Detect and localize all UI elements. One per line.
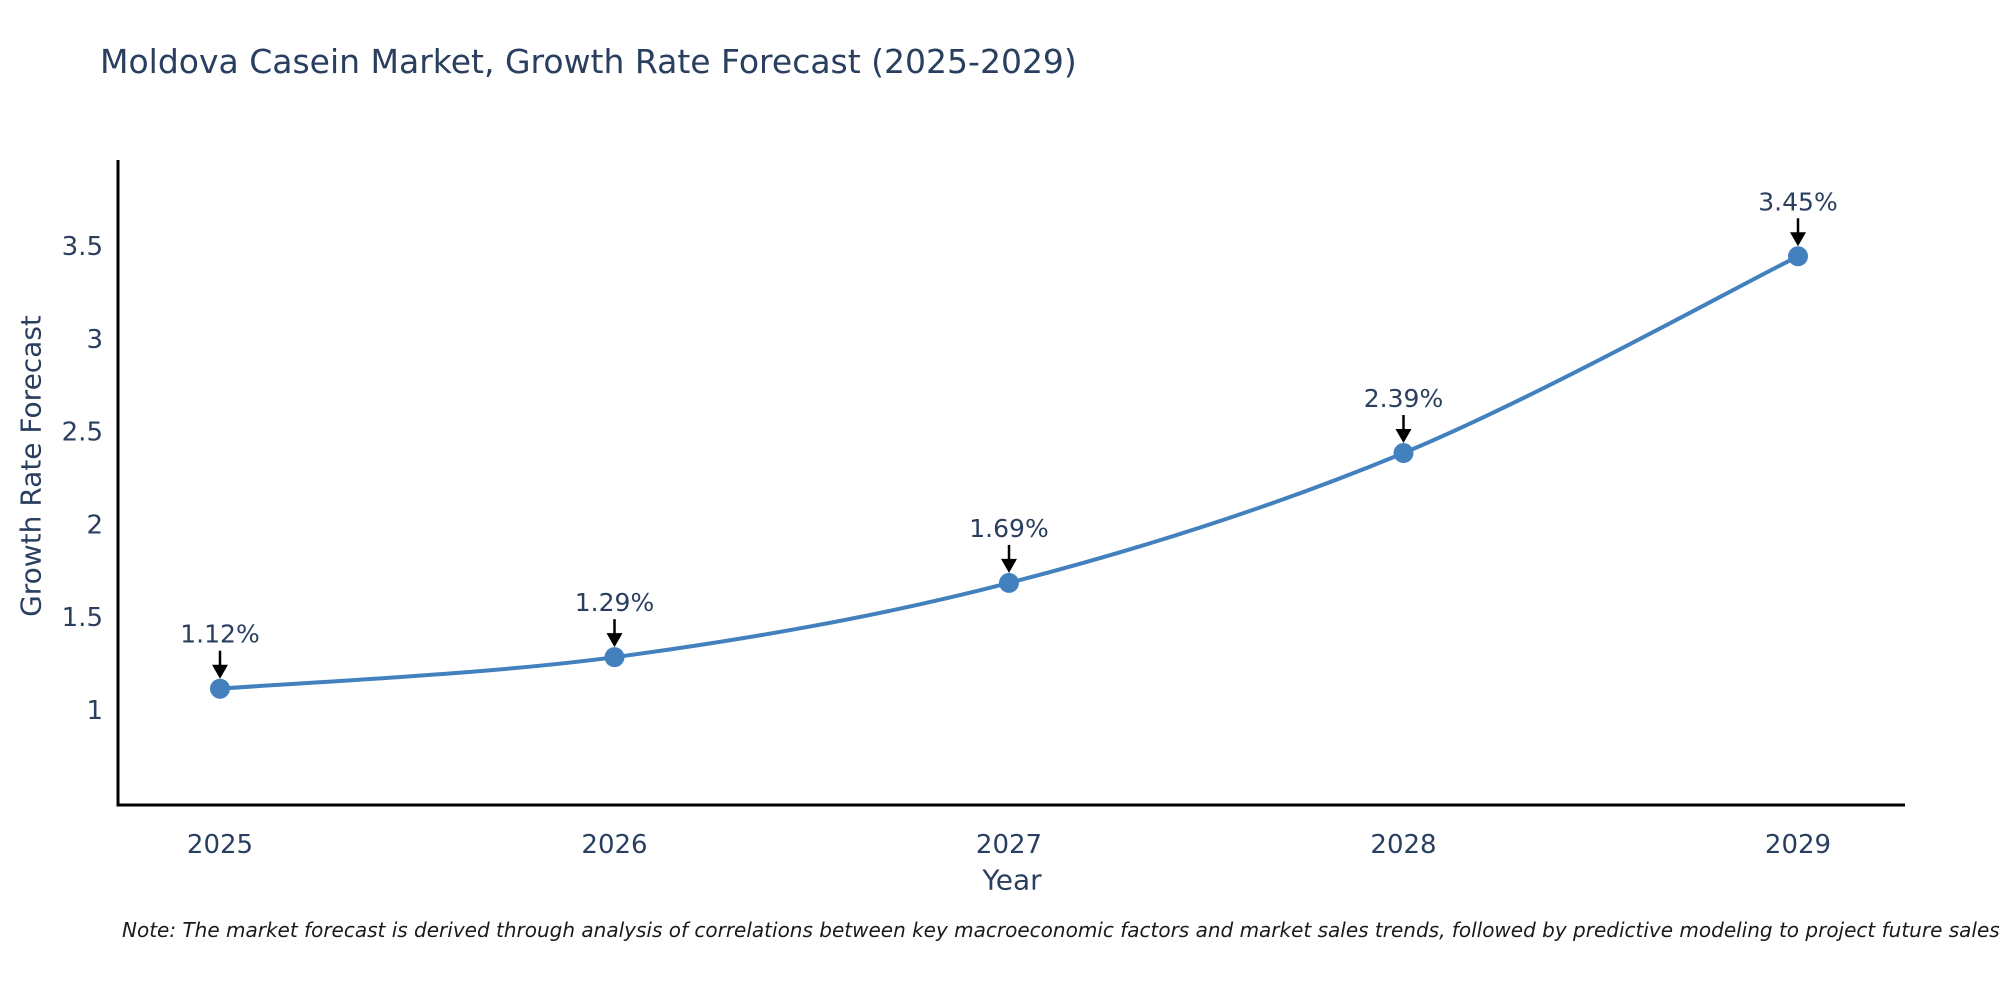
point-value-label: 1.12%	[180, 620, 259, 649]
footnote: Note: The market forecast is derived thr…	[122, 918, 2000, 942]
x-tick-label: 2025	[187, 830, 253, 860]
y-axis-title: Growth Rate Forecast	[14, 315, 48, 617]
y-tick-label: 2.5	[62, 418, 103, 448]
forecast-line	[218, 254, 1800, 691]
y-tick-label: 2	[86, 510, 103, 540]
x-tick-label: 2026	[581, 830, 647, 860]
point-value-label: 1.29%	[575, 588, 654, 617]
annotation-arrow-head	[1790, 232, 1806, 247]
x-axis-title: Year	[982, 863, 1042, 897]
y-tick-label: 3	[86, 325, 103, 355]
x-tick-label: 2027	[976, 830, 1042, 860]
data-point-marker	[1393, 443, 1414, 464]
y-tick-label: 1.5	[62, 603, 103, 633]
data-point-marker	[1788, 246, 1808, 267]
annotation-arrow-head	[1001, 558, 1017, 573]
data-point-marker	[999, 572, 1019, 593]
y-tick-label: 1	[86, 696, 103, 726]
point-value-label: 3.45%	[1758, 187, 1837, 216]
data-point-marker	[210, 678, 230, 699]
point-value-label: 1.69%	[969, 514, 1048, 543]
x-tick-label: 2029	[1765, 830, 1831, 860]
x-tick-label: 2028	[1370, 830, 1436, 860]
annotation-arrow-head	[212, 664, 228, 679]
point-value-label: 2.39%	[1364, 384, 1443, 413]
data-point-marker	[604, 647, 625, 668]
chart-title: Moldova Casein Market, Growth Rate Forec…	[100, 42, 1077, 81]
annotation-arrow-head	[1395, 429, 1412, 444]
y-tick-label: 3.5	[62, 232, 103, 262]
annotation-arrow-head	[606, 633, 623, 648]
